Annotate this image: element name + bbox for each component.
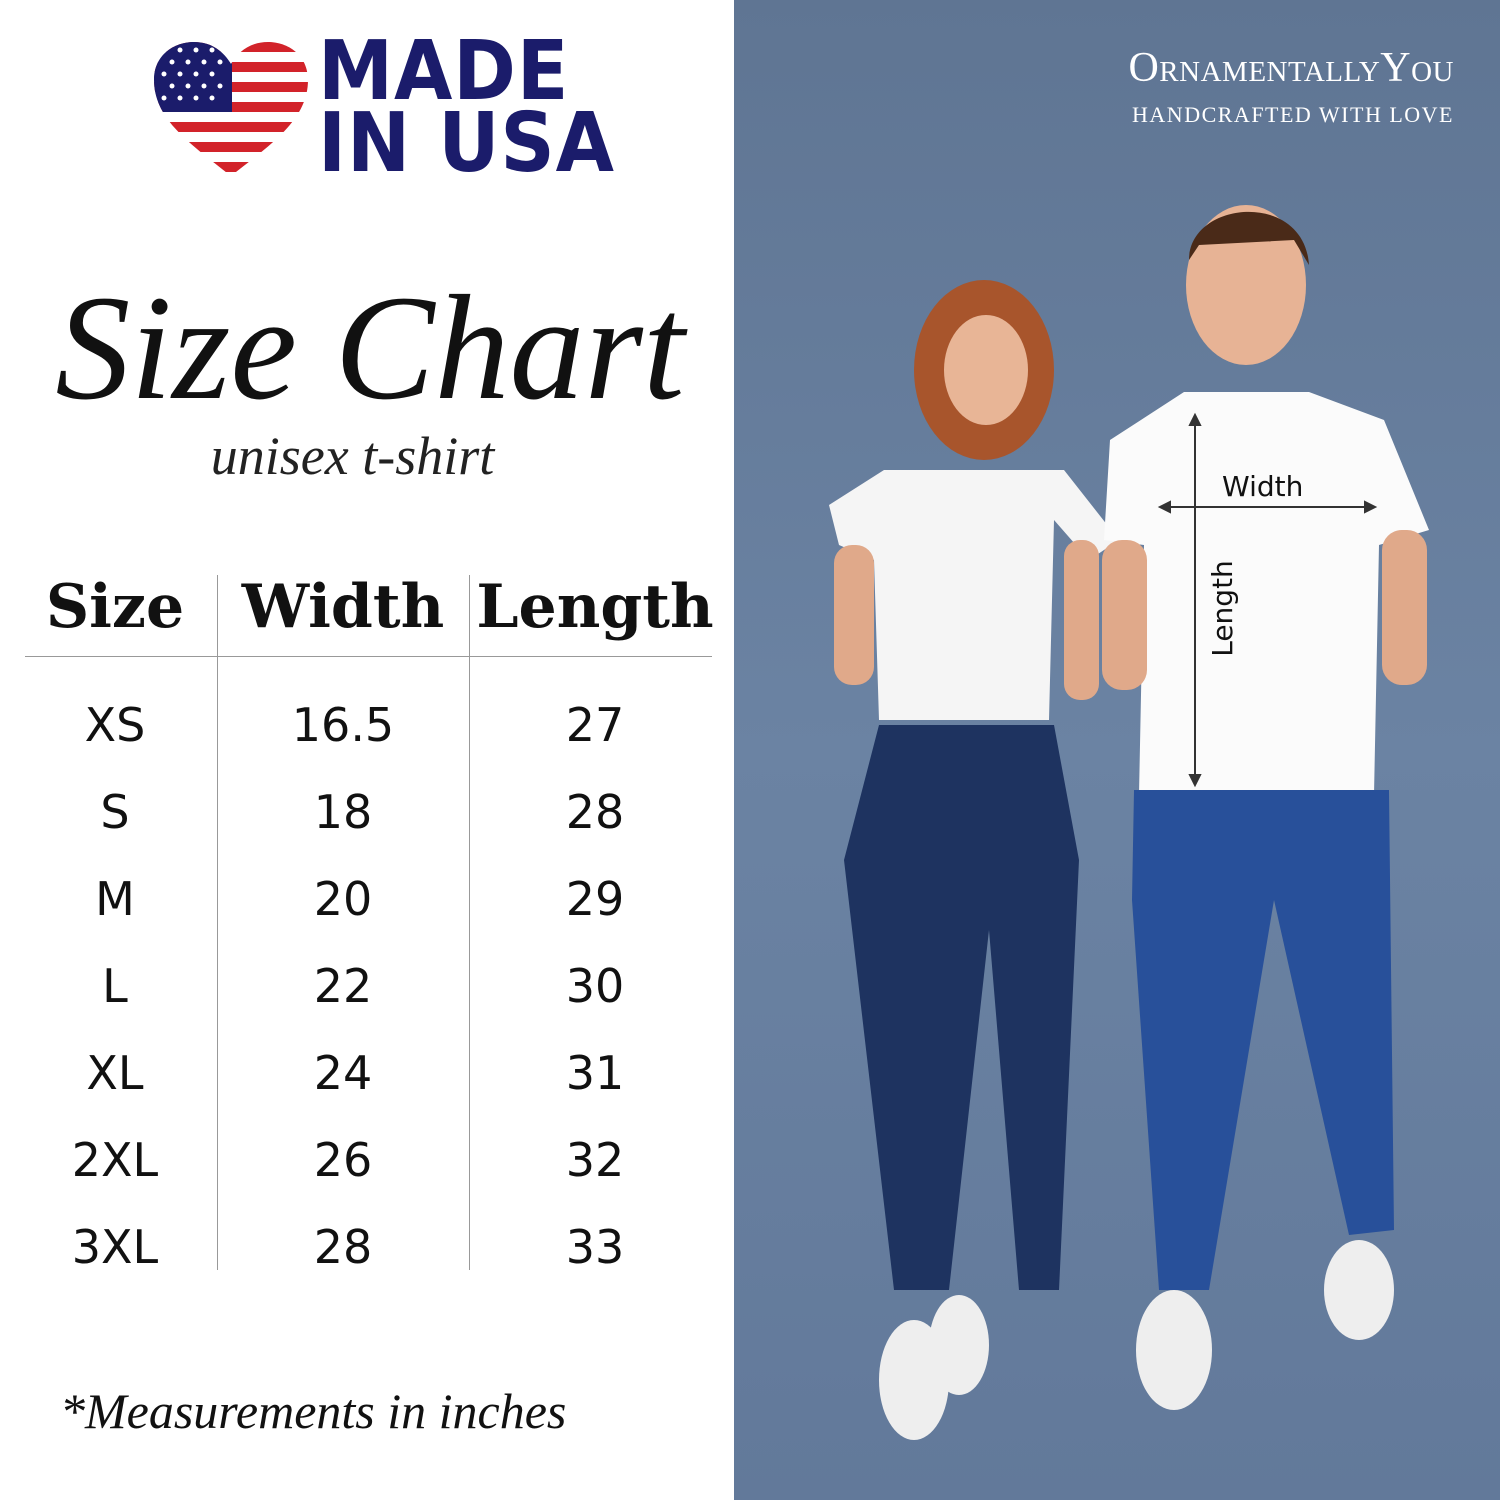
length-label: Length: [1205, 560, 1239, 657]
brand-tagline: HANDCRAFTED WITH LOVE: [1132, 102, 1454, 127]
column-divider: [469, 575, 470, 1270]
woman-figure: [829, 280, 1119, 1440]
measurement-note: *Measurements in inches: [60, 1383, 567, 1439]
heart-flag-icon: [154, 42, 308, 176]
width-cell: 28: [313, 1220, 373, 1274]
size-cell: L: [102, 959, 128, 1013]
width-cell: 24: [313, 1046, 373, 1100]
width-cell: 20: [313, 872, 373, 926]
width-cell: 16.5: [291, 698, 395, 752]
header-divider: [25, 656, 712, 657]
width-cell: 22: [313, 959, 373, 1013]
model-photo: OrnamentallyYou HANDCRAFTED WITH LOVE: [734, 0, 1500, 1500]
header-length: Length: [476, 572, 714, 642]
width-cell: 26: [313, 1133, 373, 1187]
size-cell: XS: [84, 698, 146, 752]
length-cell: 30: [565, 959, 625, 1013]
length-cell: 33: [565, 1220, 625, 1274]
length-cell: 32: [565, 1133, 625, 1187]
measurement-arrows: [1157, 412, 1378, 788]
length-cell: 28: [565, 785, 625, 839]
made-in-usa-logo: MADE IN USA: [318, 24, 615, 191]
length-cell: 31: [565, 1046, 625, 1100]
logo-line1: MADE: [318, 24, 570, 119]
width-label: Width: [1222, 470, 1304, 503]
width-cell: 18: [313, 785, 373, 839]
size-cell: 2XL: [71, 1133, 159, 1187]
logo-line2: IN USA: [318, 96, 615, 191]
header-size: Size: [45, 572, 185, 642]
models-illustration: [829, 205, 1429, 1440]
page-subtitle: unisex t-shirt: [210, 426, 495, 486]
size-cell: M: [95, 872, 135, 926]
brand-logo: OrnamentallyYou: [1128, 45, 1454, 91]
header-width: Width: [241, 572, 445, 642]
page-title: Size Chart: [55, 265, 685, 431]
length-cell: 27: [565, 698, 625, 752]
size-chart-panel: MADE IN USA Size Chart unisex t-shirt Si…: [0, 0, 734, 1500]
length-cell: 29: [565, 872, 625, 926]
column-divider: [217, 575, 218, 1270]
size-cell: 3XL: [71, 1220, 159, 1274]
man-figure: [1102, 205, 1429, 1410]
size-cell: S: [100, 785, 130, 839]
size-cell: XL: [86, 1046, 144, 1100]
